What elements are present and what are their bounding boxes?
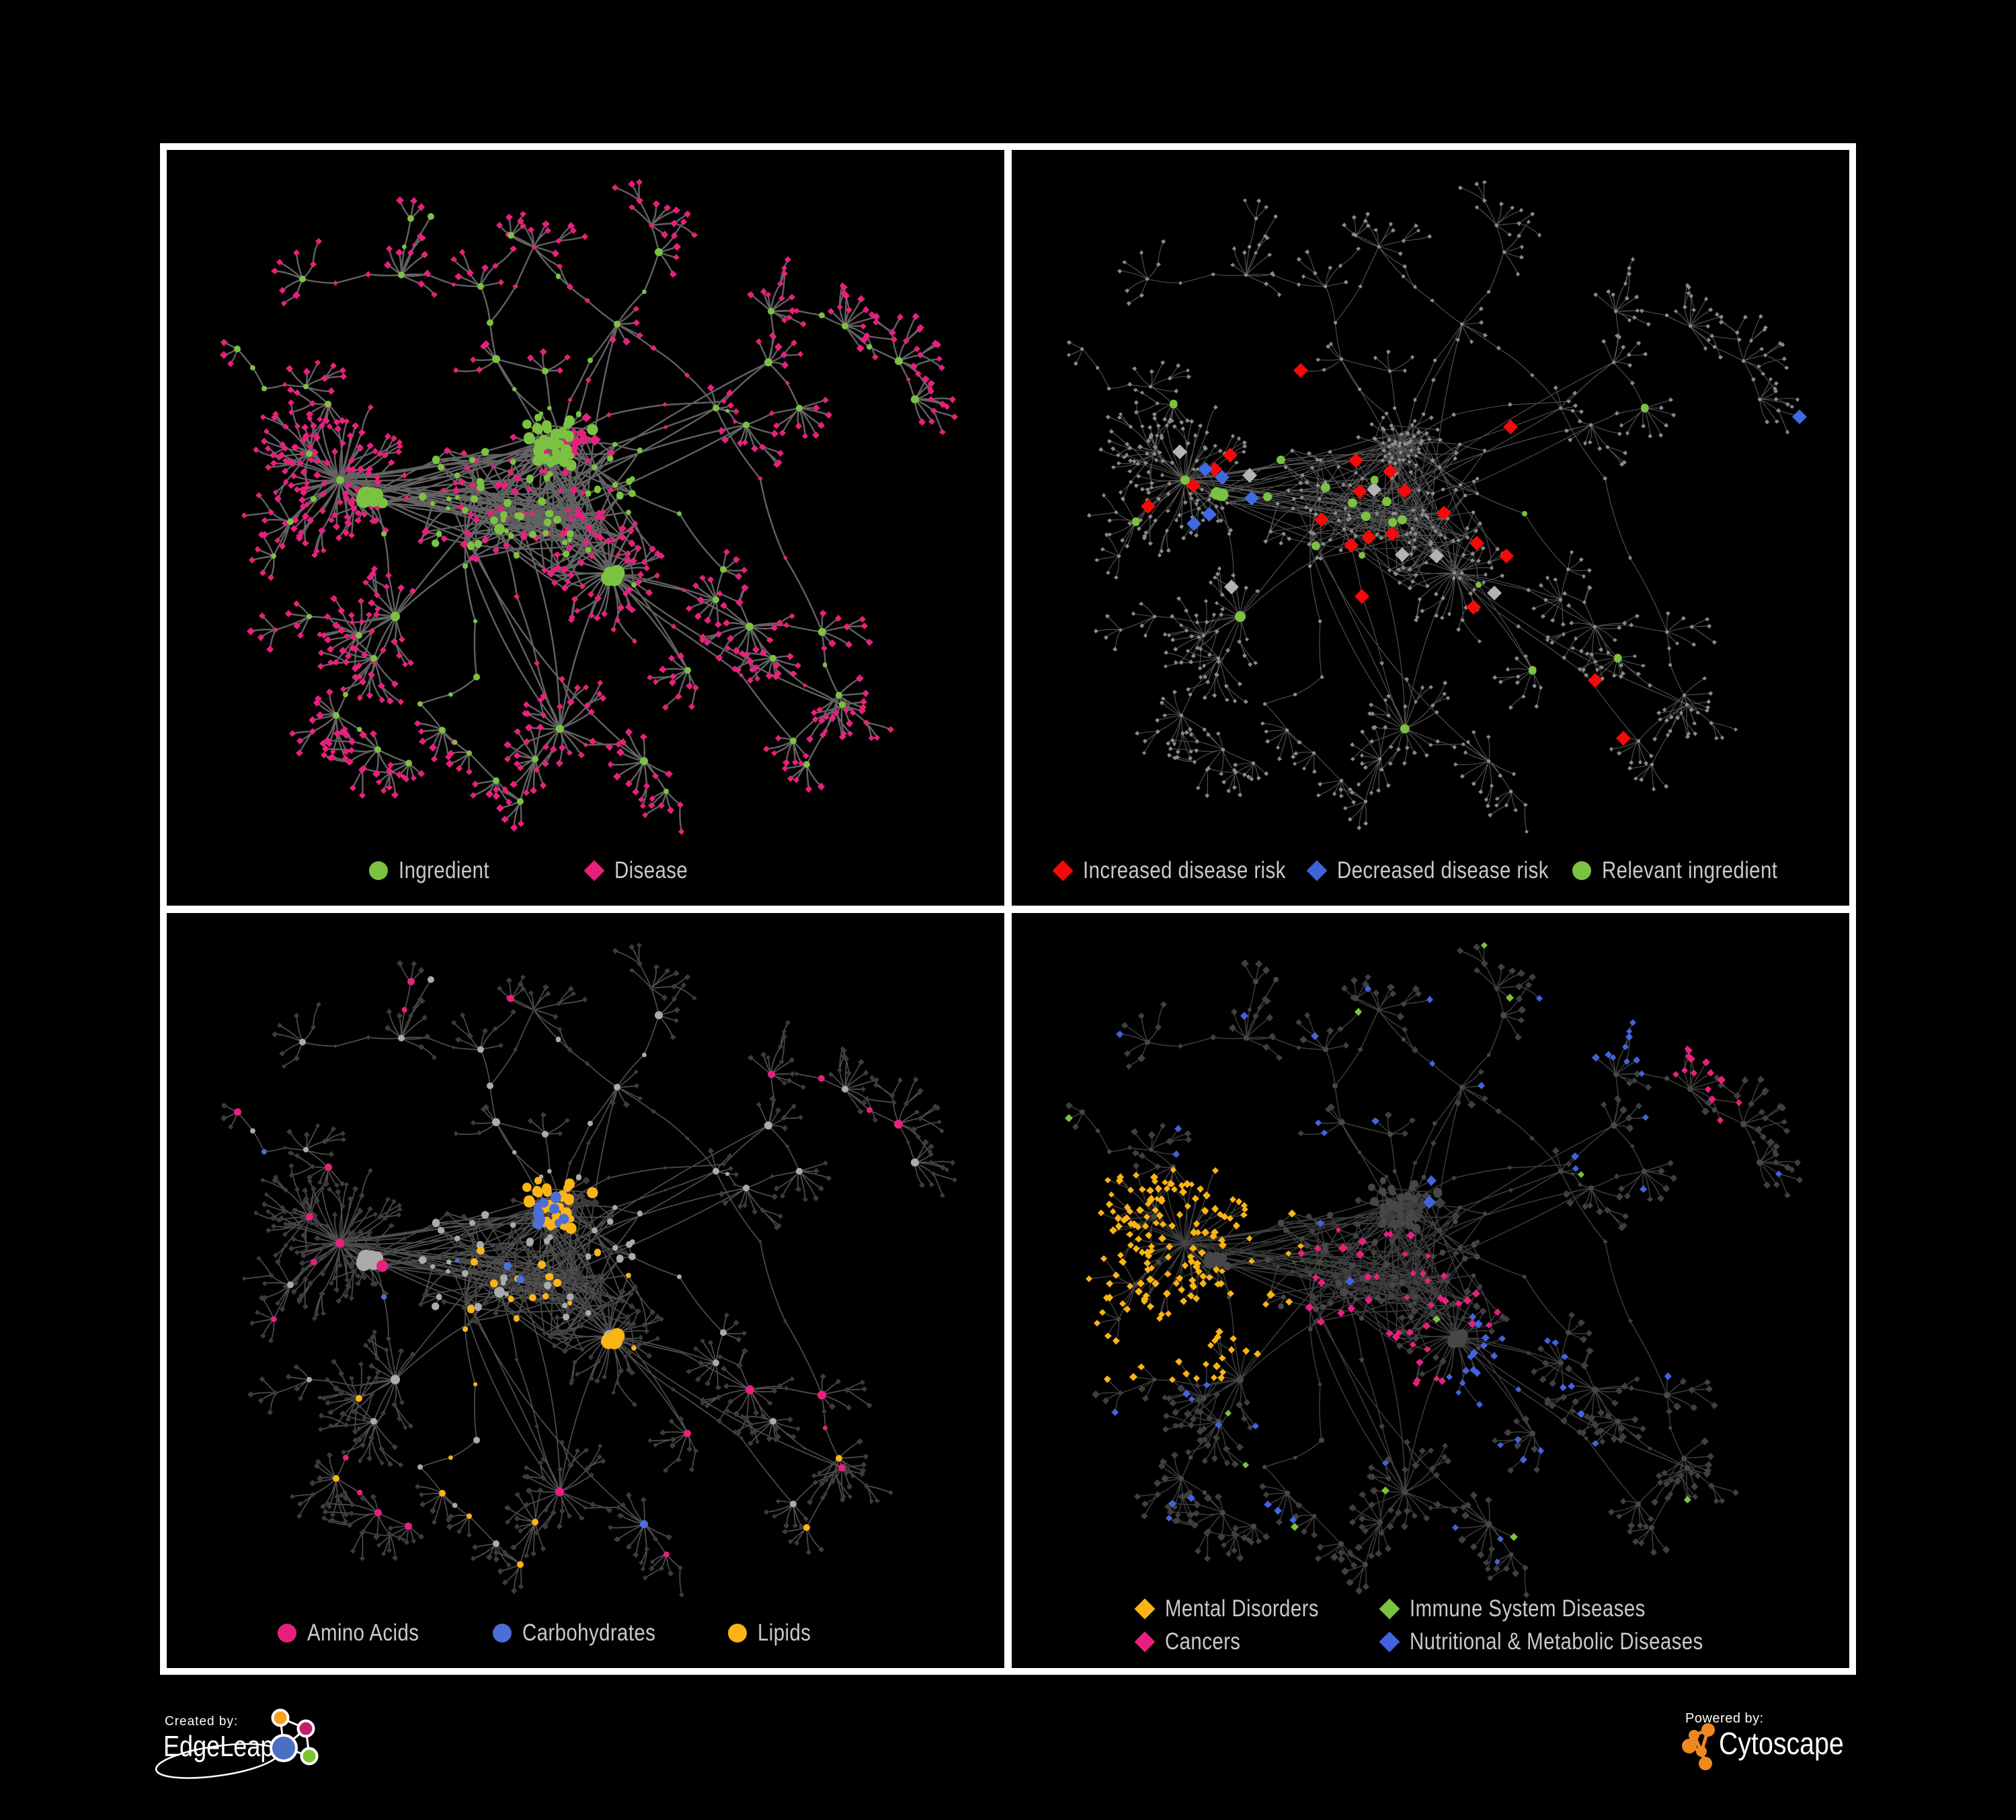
- svg-text:EdgeLeap: EdgeLeap: [163, 1730, 274, 1763]
- svg-text:Powered by:: Powered by:: [1685, 1711, 1764, 1726]
- svg-text:Created by:: Created by:: [165, 1714, 238, 1729]
- svg-text:Cytoscape: Cytoscape: [1719, 1727, 1844, 1762]
